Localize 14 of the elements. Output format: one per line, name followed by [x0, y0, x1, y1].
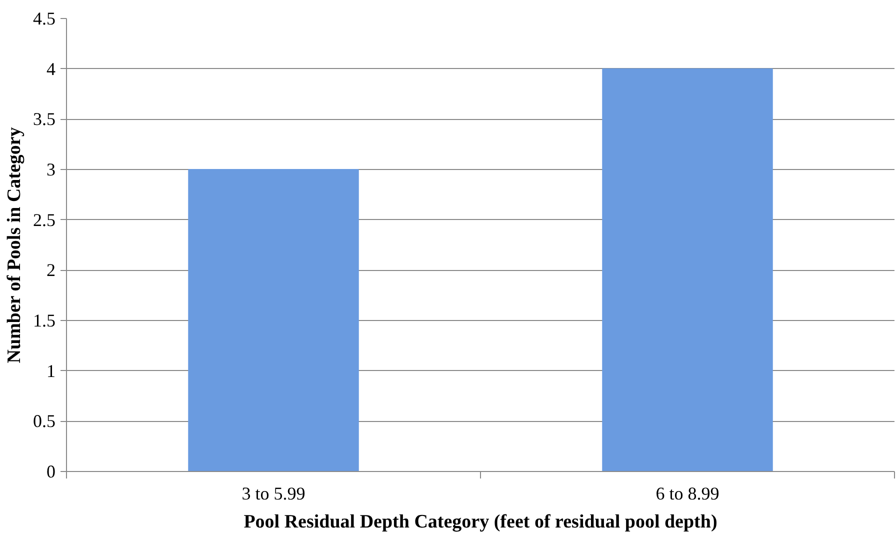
- y-tick-label: 0: [46, 462, 56, 482]
- y-tick-label: 2: [46, 260, 56, 280]
- x-tick-label: 6 to 8.99: [656, 484, 720, 504]
- y-tick-label: 1: [46, 360, 56, 381]
- y-tick-label: 2.5: [33, 210, 56, 230]
- y-tick-label: 4: [46, 58, 56, 79]
- y-axis-title: Number of Pools in Category: [4, 126, 25, 364]
- y-tick-label: 1.5: [33, 310, 56, 330]
- y-tick-label: 0.5: [33, 411, 56, 432]
- y-tick-label: 3: [46, 160, 56, 180]
- x-axis-title: Pool Residual Depth Category (feet of residual pool depth): [244, 512, 718, 532]
- y-tick-label: 3.5: [33, 109, 56, 130]
- x-tick-label: 3 to 5.99: [242, 484, 306, 504]
- y-tick-label: 4.5: [33, 8, 56, 28]
